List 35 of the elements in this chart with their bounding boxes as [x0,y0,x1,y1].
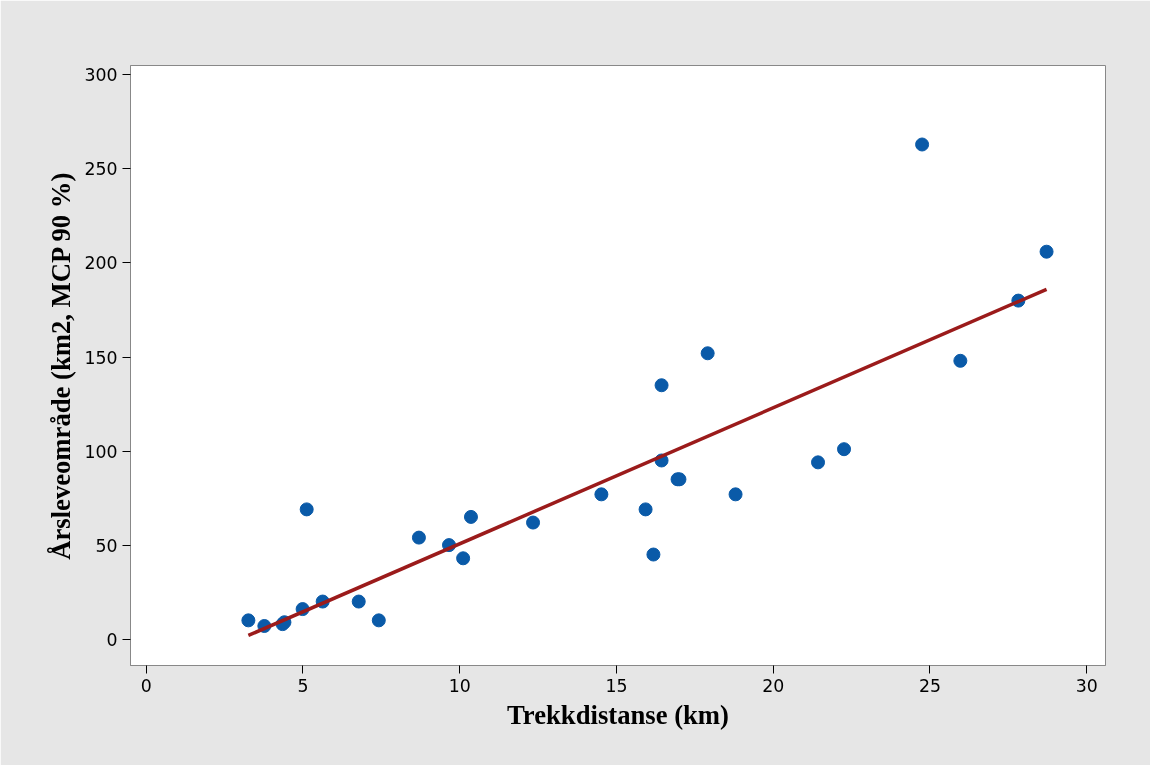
point [915,137,930,152]
point [646,547,661,562]
y-tick-label: 250 [84,159,118,180]
point [411,530,426,545]
y-tick-label: 200 [84,253,118,274]
point [526,515,541,530]
x-axis-title: Trekkdistanse (km) [507,699,729,730]
y-tick-label: 300 [84,65,118,86]
point [456,551,471,566]
x-tick-label: 15 [605,675,628,696]
x-tick-label: 25 [918,675,941,696]
point [1039,244,1054,259]
x-tick-label: 20 [762,675,785,696]
y-tick-label: 0 [106,629,118,650]
y-tick-label: 50 [95,535,118,556]
x-tick-label: 0 [140,675,152,696]
x-tick-label: 5 [297,675,309,696]
point [299,502,314,517]
x-tick-label: 10 [448,675,471,696]
point [241,613,256,628]
point [728,487,743,502]
point [953,353,968,368]
x-tick-label: 30 [1075,675,1098,696]
y-tick-label: 150 [84,347,118,368]
point [463,509,478,524]
point [371,613,386,628]
y-axis-title: Årsleveområde (km2, MCP 90 %) [46,172,77,560]
point [654,378,669,393]
point [811,455,826,470]
point [837,442,852,457]
point [638,502,653,517]
point [700,346,715,361]
point [594,487,609,502]
y-tick-label: 100 [84,441,118,462]
point [351,594,366,609]
